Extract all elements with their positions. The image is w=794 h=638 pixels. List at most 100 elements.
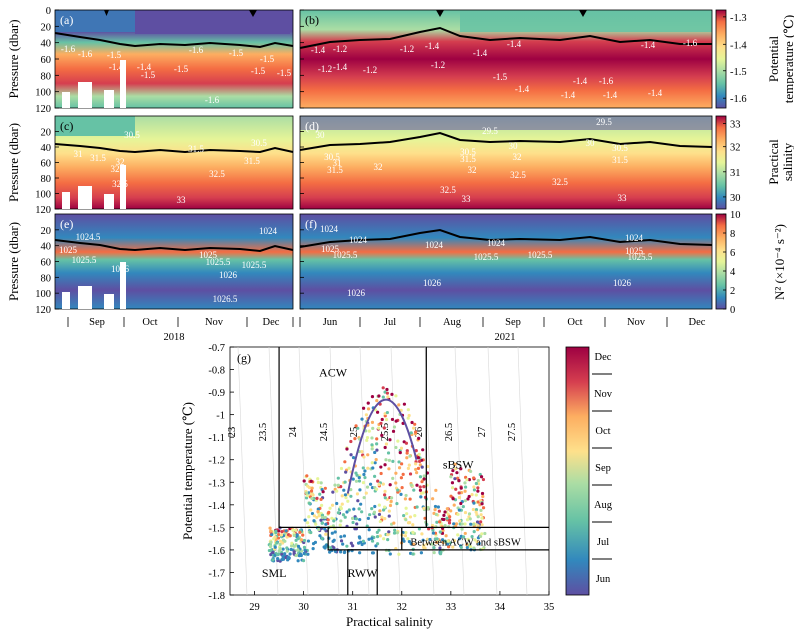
ts-point	[328, 506, 332, 510]
contour-label: 31.5	[188, 144, 204, 154]
y-tick-label: 100	[35, 190, 51, 201]
ts-point	[398, 451, 402, 455]
isopycnal-label: 25	[349, 427, 360, 438]
ts-point	[433, 537, 437, 541]
ts-x-tick-label: 30	[298, 602, 309, 613]
ts-point	[345, 447, 349, 451]
ts-point	[453, 462, 457, 466]
ts-point	[371, 466, 375, 470]
ts-point	[460, 527, 464, 531]
ts-point	[370, 395, 375, 399]
ts-point	[365, 485, 370, 489]
ts-point	[343, 550, 347, 554]
ts-point	[323, 527, 327, 531]
ts-point	[450, 481, 455, 485]
ts-y-title: Potential temperature (℃)	[180, 402, 195, 540]
month-label: Dec	[689, 317, 706, 328]
ts-point	[269, 544, 273, 548]
label-between: Between ACW and sBSW	[410, 537, 520, 548]
ts-point	[446, 542, 450, 546]
y-tick-label: 120	[35, 305, 51, 316]
isopycnal-label: 24.5	[319, 423, 330, 441]
contour-label: -1.6	[205, 95, 220, 105]
ts-x-tick-label: 31	[347, 602, 358, 613]
ts-point	[377, 512, 382, 517]
contour-label: 32	[111, 164, 120, 174]
ts-point	[384, 458, 388, 462]
ts-point	[311, 547, 315, 551]
ts-point	[454, 522, 459, 526]
ts-point	[359, 502, 363, 506]
contour-label: -1.4	[109, 62, 124, 72]
contour-label: 29.5	[596, 117, 612, 127]
contour-label: -1.5	[277, 68, 292, 78]
ts-point	[317, 527, 321, 532]
ts-point	[463, 485, 468, 489]
ts-point	[284, 529, 288, 533]
ts-point	[403, 497, 408, 501]
ts-point	[415, 505, 419, 509]
ts-point	[320, 521, 324, 525]
ts-point	[413, 422, 417, 426]
ts-point	[475, 540, 479, 544]
ts-point	[386, 532, 390, 537]
y-tick-label: 80	[41, 174, 52, 185]
ts-point	[313, 540, 318, 545]
ts-point	[280, 530, 284, 534]
month-label: Nov	[627, 317, 646, 328]
ts-point	[390, 417, 395, 422]
panel-c-label: (c)	[60, 119, 73, 133]
ts-point	[284, 555, 288, 560]
ts-point	[406, 466, 410, 470]
contour-label: 30.5	[324, 152, 340, 162]
ts-point	[383, 517, 387, 521]
ts-point	[402, 402, 407, 406]
ts-point	[365, 438, 369, 442]
label-acw: ACW	[319, 365, 348, 379]
isopycnal-label: 26	[414, 427, 425, 438]
ts-point	[349, 487, 353, 492]
ts-point	[357, 507, 361, 511]
ts-point	[392, 425, 397, 429]
contour-label: 1025.5	[528, 250, 553, 260]
ts-point	[448, 541, 452, 545]
ts-point	[326, 518, 330, 522]
ts-point	[378, 509, 382, 513]
contour-label: -1.2	[400, 44, 414, 54]
ts-point	[394, 481, 398, 485]
contour-label: -1.4	[561, 90, 576, 100]
ts-point	[276, 536, 281, 540]
colorbar-tick-label: 6	[730, 248, 735, 259]
ts-point	[291, 528, 295, 533]
ts-point	[312, 519, 316, 523]
isopycnal-line	[237, 346, 248, 596]
contour-label: 1026	[423, 278, 442, 288]
ts-point	[469, 544, 473, 549]
ts-y-tick-label: -1.4	[208, 501, 225, 512]
ts-point	[386, 395, 390, 399]
ts-point	[302, 545, 307, 549]
ts-x-title: Practical salinity	[346, 614, 434, 629]
ts-point	[362, 406, 366, 410]
ts-point	[357, 535, 362, 539]
ts-point	[339, 519, 343, 523]
ts-point	[472, 546, 476, 550]
ts-point	[324, 532, 328, 536]
ts-point	[383, 496, 387, 500]
ts-point	[317, 514, 321, 518]
ts-point	[360, 450, 364, 454]
ts-point	[358, 551, 362, 555]
ts-point	[395, 501, 399, 506]
ts-point	[362, 472, 366, 477]
ts-point	[362, 496, 366, 500]
ts-point	[464, 475, 468, 479]
ts-point	[421, 538, 425, 542]
y-tick-label: 120	[35, 104, 51, 115]
ts-point	[479, 520, 483, 524]
ts-point	[318, 534, 322, 538]
ts-point	[316, 480, 320, 485]
ts-point	[468, 517, 472, 521]
ts-point	[362, 455, 366, 459]
ts-point	[474, 507, 479, 512]
contour-label: 1025	[199, 250, 218, 260]
